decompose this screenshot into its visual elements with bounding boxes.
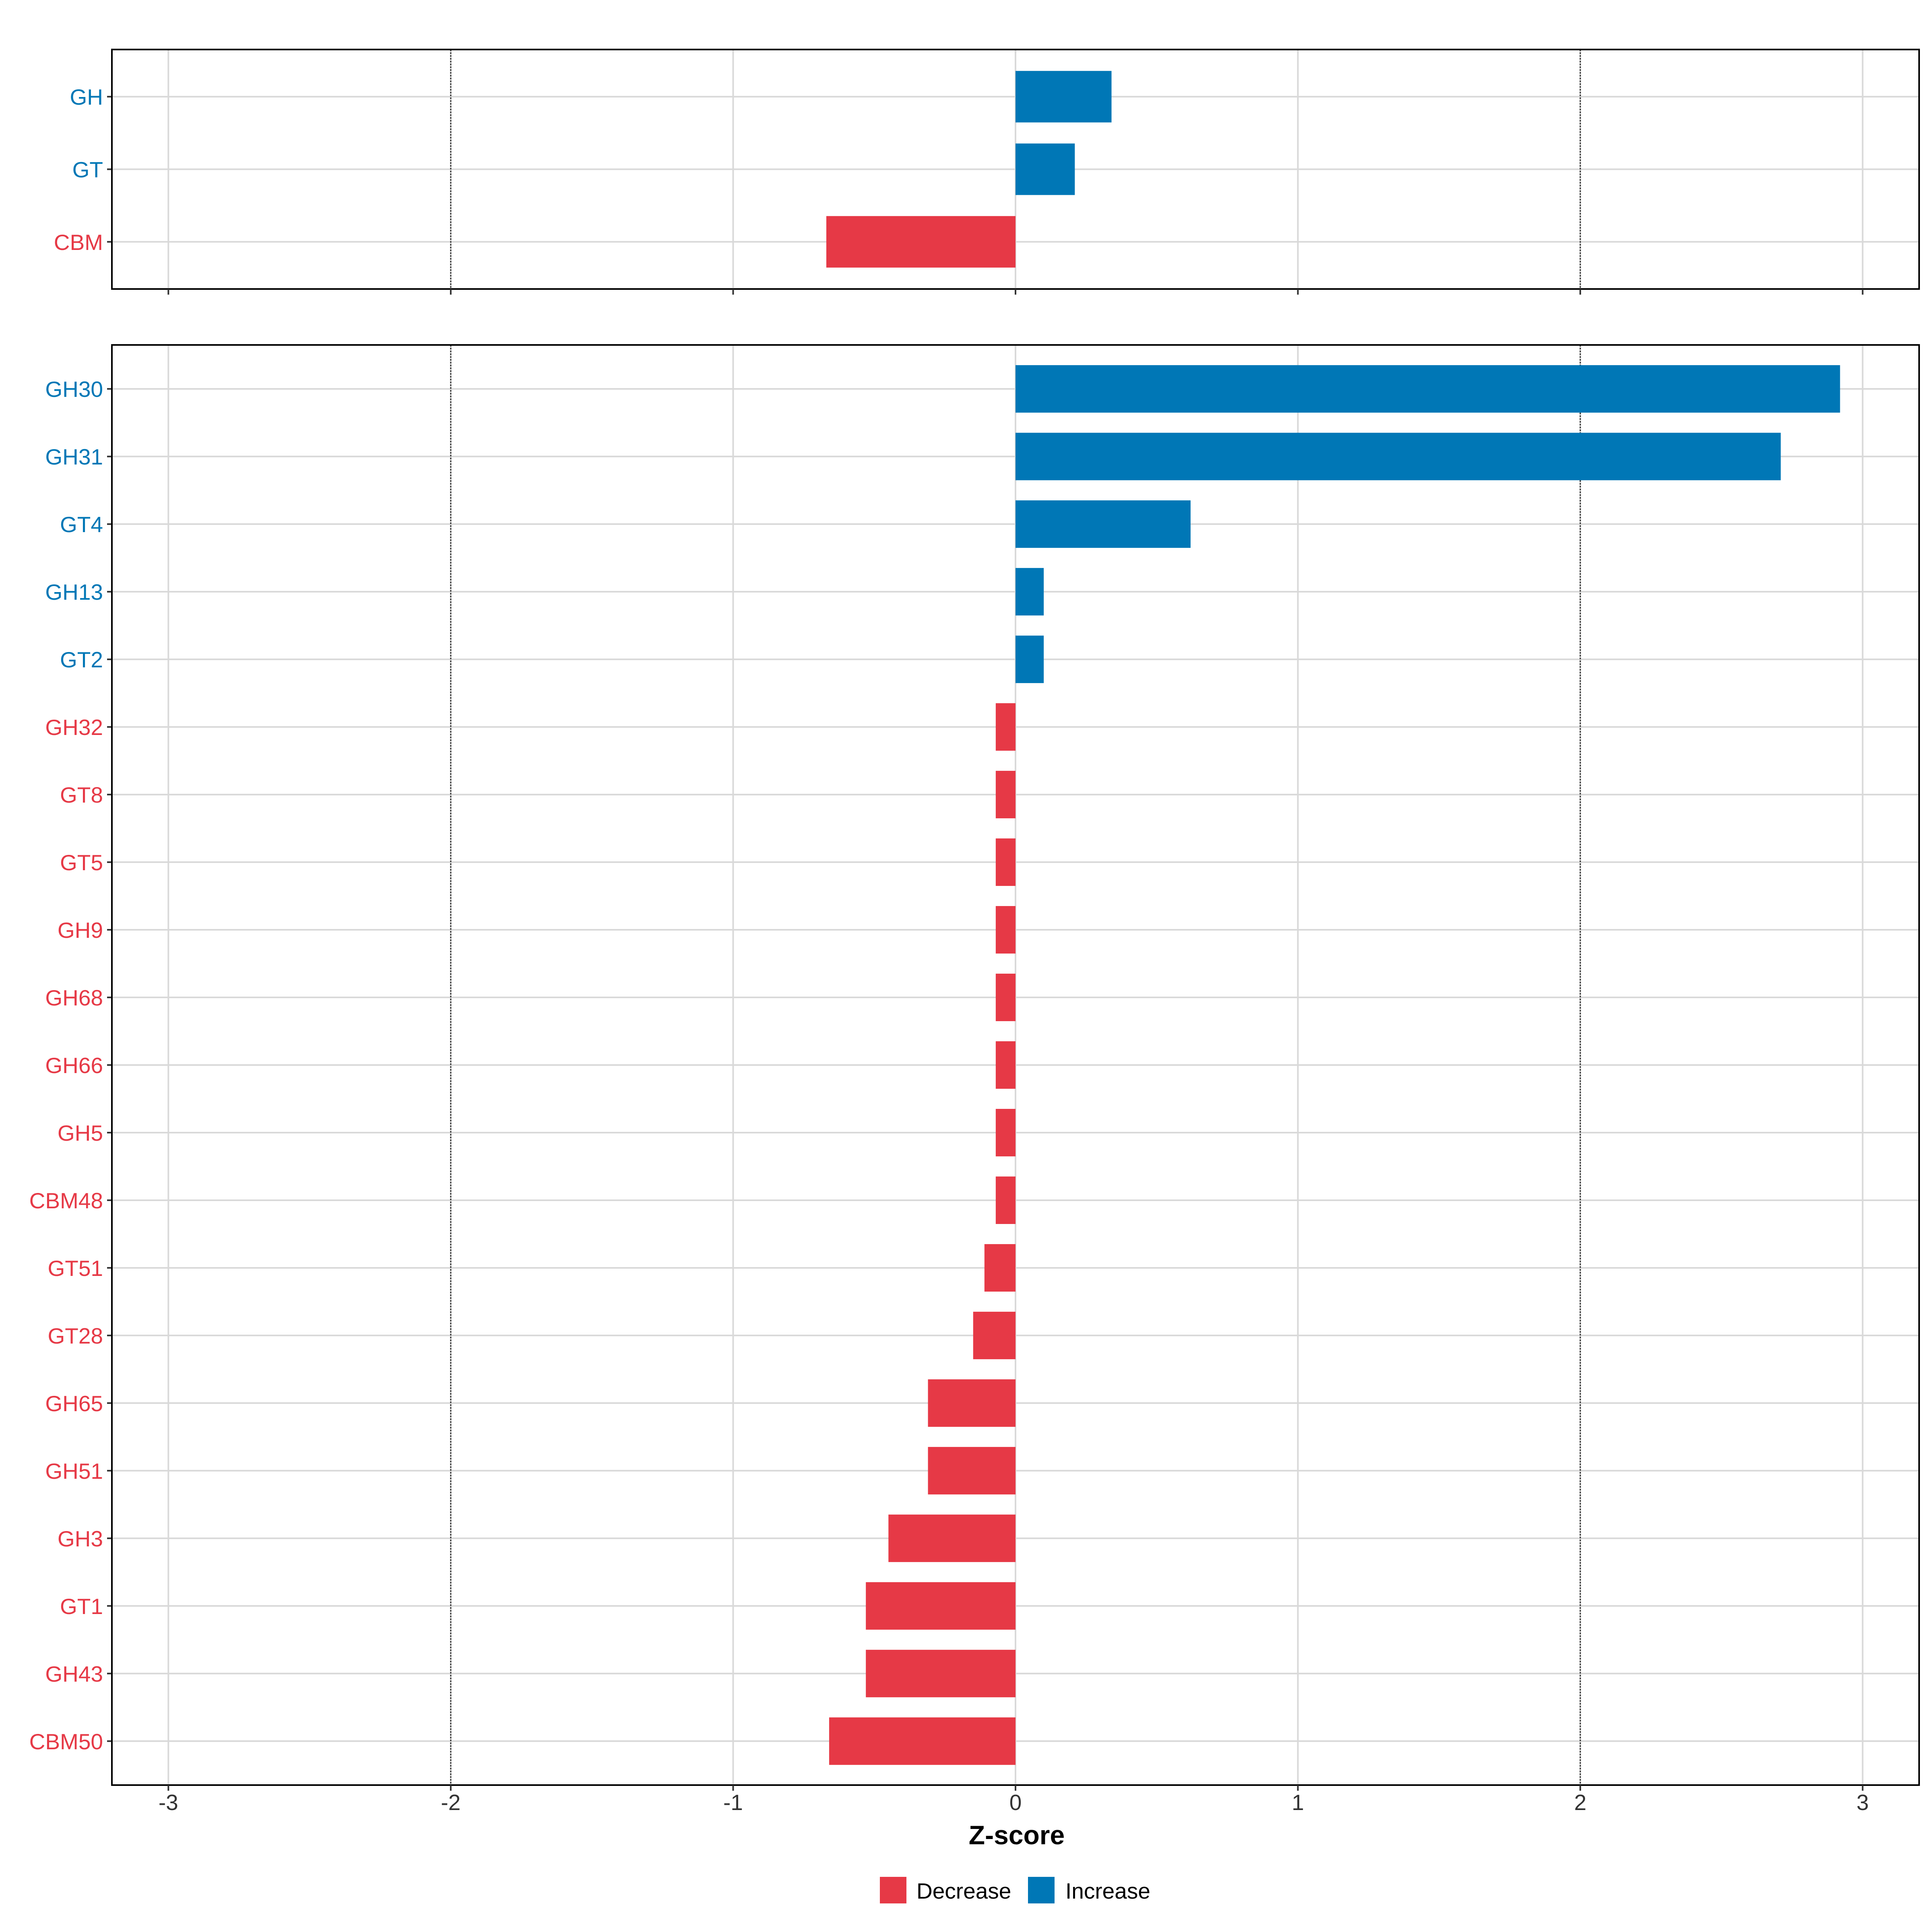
bar-cbm50 (829, 1717, 1016, 1765)
bar-gh43 (866, 1649, 1016, 1697)
bar-gh13 (1016, 568, 1044, 616)
bar-gh32 (995, 703, 1016, 751)
y-tick-label: GH3 (58, 1526, 103, 1551)
y-tick-label: GT2 (60, 647, 103, 672)
y-tick-label: GH (70, 85, 103, 109)
y-tick-label: GH13 (45, 580, 103, 605)
bar-cbm48 (995, 1176, 1016, 1224)
y-tick-label: GH5 (58, 1121, 103, 1146)
bar-gt1 (866, 1582, 1016, 1630)
y-tick-label: GT5 (60, 850, 103, 875)
y-tick-label: GH65 (45, 1391, 103, 1416)
y-tick-label: CBM50 (29, 1729, 103, 1754)
x-tick-label: 1 (1292, 1790, 1304, 1815)
bar-gt5 (995, 838, 1016, 886)
bar-cbm (826, 216, 1016, 268)
y-tick-label: GH32 (45, 715, 103, 740)
y-tick-label: GH66 (45, 1053, 103, 1078)
y-tick-label: GH30 (45, 377, 103, 402)
x-tick-label: 0 (1009, 1790, 1022, 1815)
bar-gh51 (928, 1447, 1016, 1494)
bar-gt51 (984, 1244, 1016, 1292)
y-tick-label: GT (72, 157, 103, 182)
bar-gt4 (1016, 500, 1191, 548)
x-tick-label: 2 (1574, 1790, 1587, 1815)
x-axis-title: Z-score (969, 1820, 1065, 1850)
y-tick-label: GH68 (45, 985, 103, 1010)
bar-gh3 (888, 1514, 1016, 1562)
y-tick-label: GH31 (45, 444, 103, 469)
bar-gt (1016, 143, 1075, 195)
bottom-panel: GH30 GH31 GT4 GH13 GT2 GH32 GT8 GT5 GH9 GH68 GH66 G… (29, 344, 1920, 1791)
y-tick-label: GT51 (47, 1256, 103, 1281)
x-axis: -3 -2 -1 0 1 2 3 (159, 1790, 1869, 1815)
bar-gh68 (995, 974, 1016, 1022)
y-tick-label: GH9 (58, 918, 103, 943)
legend: Decrease Increase (880, 1877, 1150, 1903)
y-tick-label: GT8 (60, 782, 103, 807)
bar-gh31 (1016, 433, 1781, 481)
y-tick-label: GT1 (60, 1594, 103, 1619)
y-tick-label: GH43 (45, 1662, 103, 1686)
bar-gh65 (928, 1379, 1016, 1427)
x-tick-label: -3 (159, 1790, 178, 1815)
bar-gh5 (995, 1108, 1016, 1156)
x-tick-label: 3 (1856, 1790, 1869, 1815)
bar-gt8 (995, 771, 1016, 819)
y-tick-label: GH51 (45, 1459, 103, 1484)
y-tick-label: GT4 (60, 512, 103, 537)
bar-gh30 (1016, 365, 1840, 413)
legend-swatch-decrease (880, 1877, 906, 1903)
bar-gh (1016, 71, 1112, 123)
bar-gh9 (995, 906, 1016, 954)
bar-gh66 (995, 1041, 1016, 1089)
bar-gt2 (1016, 636, 1044, 683)
legend-label-increase: Increase (1065, 1878, 1150, 1903)
bar-gt28 (973, 1311, 1016, 1359)
legend-label-decrease: Decrease (916, 1878, 1011, 1903)
y-tick-label: GT28 (47, 1323, 103, 1348)
x-tick-label: -1 (723, 1790, 743, 1815)
legend-swatch-increase (1028, 1877, 1055, 1903)
top-panel: GH GT CBM (54, 49, 1920, 295)
x-tick-label: -2 (441, 1790, 460, 1815)
y-tick-label: CBM48 (29, 1188, 103, 1213)
y-tick-label: CBM (54, 230, 103, 255)
